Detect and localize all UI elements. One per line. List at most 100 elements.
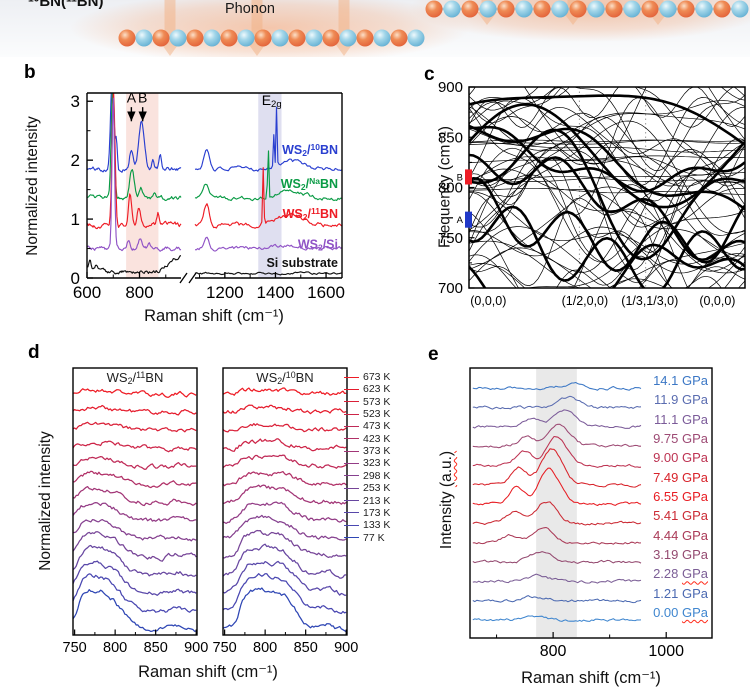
pressure-spectrum-curve: [472, 595, 642, 604]
x-tick-label: 850: [144, 640, 168, 656]
phonon-bands-group: [469, 87, 745, 288]
spectrum-legend-label: WS2/Si: [298, 237, 338, 252]
pressure-value: 9.00: [653, 450, 682, 466]
temperature-spectrum-curve: [73, 573, 197, 613]
temperature-spectrum-curve: [73, 589, 197, 633]
temperature-spectrum-curve: [223, 404, 347, 415]
spectrum-legend-label: WS2/10BN: [282, 142, 338, 158]
atom-sphere-orange: [356, 29, 374, 47]
temperature-legend-item: 373 K: [344, 445, 390, 457]
phonon-label: Phonon: [225, 1, 275, 17]
temperature-legend-line: [344, 537, 359, 539]
pressure-value: 5.41: [653, 508, 682, 524]
spectrum-curve: [87, 93, 182, 173]
phonon-band: [469, 112, 745, 147]
phonon-band: [469, 125, 745, 193]
y-tick-label: 1: [71, 210, 80, 229]
pressure-unit: GPa: [681, 546, 708, 562]
kpoint-label: (0,0,0): [470, 294, 506, 308]
label-part: BN: [319, 142, 338, 157]
pressure-value: 0.00: [653, 604, 682, 620]
temperature-legend-line: [344, 500, 359, 501]
temperature-legend-line: [344, 512, 359, 514]
phonon-band: [469, 175, 745, 184]
phonon-band: [469, 139, 745, 145]
atom-sphere-orange: [425, 0, 443, 18]
spectrum-curve: [194, 271, 342, 276]
temperature-legend-label: 133 K: [363, 519, 391, 532]
temperature-legend-label: 173 K: [363, 506, 391, 519]
label-part: 2: [127, 376, 133, 387]
temperature-legend-line: [344, 425, 359, 427]
temperature-legend-label: 213 K: [363, 494, 391, 507]
label-part: Na: [309, 175, 320, 186]
x-tick-label: 900: [334, 640, 358, 656]
atom-sphere-orange: [322, 29, 340, 47]
label-part: 10: [28, 0, 39, 4]
temperature-legend-item: 77 K: [344, 532, 385, 544]
kpoint-label: (1/3,1/3,0): [621, 294, 678, 308]
subpanel-title: WS2/11BN: [107, 370, 164, 386]
phonon-band: [469, 253, 745, 288]
atom-sphere-blue: [373, 29, 391, 47]
pressure-label: 3.19 GPa: [653, 547, 708, 562]
pressure-unit: GPa: [681, 373, 708, 388]
temperature-legend-item: 573 K: [344, 396, 390, 408]
pressure-spectrum-curve: [472, 448, 642, 488]
temperature-legend-label: 573 K: [363, 395, 391, 408]
atom-sphere-blue: [551, 0, 569, 18]
pressure-spectrum-curve: [472, 551, 642, 564]
temperature-legend-label: 523 K: [363, 408, 391, 421]
temperature-legend-label: 77 K: [363, 531, 385, 544]
phonon-band: [469, 254, 745, 288]
phonon-band: [469, 186, 745, 274]
x-tick-label: 750: [213, 640, 237, 656]
label-part: WS: [297, 237, 318, 252]
phonon-arrow-shaft: [338, 0, 350, 42]
temperature-legend-item: 213 K: [344, 495, 390, 507]
x-tick-label: 750: [63, 640, 87, 656]
temperature-legend-line: [344, 475, 359, 477]
temperature-spectrum-curve: [223, 514, 347, 541]
atom-sphere-orange: [220, 29, 238, 47]
temperature-spectrum-curve: [73, 531, 197, 562]
temperature-legend-item: 323 K: [344, 457, 390, 469]
x-tick-label: 600: [73, 283, 101, 302]
plot-border: [469, 367, 713, 639]
temperature-legend-label: 298 K: [363, 469, 391, 482]
temperature-curves-group: [223, 387, 347, 633]
phonon-band: [469, 87, 745, 124]
pressure-spectrum-curve: [472, 381, 642, 391]
x-tick-label: 800: [125, 283, 153, 302]
temperature-legend-label: 373 K: [363, 445, 391, 458]
temperature-legend-item: 673 K: [344, 371, 390, 383]
x-tick-label: 1200: [206, 283, 244, 302]
mode-marker: [465, 211, 472, 228]
atom-sphere-blue: [443, 0, 461, 18]
label-part: 11: [66, 0, 77, 4]
temperature-spectrum-curve: [73, 518, 197, 542]
temperature-legend-item: 623 K: [344, 383, 390, 395]
atom-sphere-orange: [605, 0, 623, 18]
temperature-legend-label: 673 K: [363, 371, 391, 383]
spectrum-curve: [194, 150, 342, 202]
temperature-spectrum-curve: [73, 544, 197, 577]
temperature-spectrum-curve: [73, 455, 197, 470]
temperature-legend-item: 473 K: [344, 420, 390, 432]
pressure-unit: GPa: [681, 450, 708, 466]
atom-sphere-blue: [515, 0, 533, 18]
temperature-legend-label: 473 K: [363, 420, 391, 433]
phonon-band: [469, 106, 745, 187]
pressure-spectrum-curve: [472, 526, 642, 545]
atom-sphere-blue: [695, 0, 713, 18]
temperature-legend-line: [344, 462, 359, 464]
pressure-value: 11.1: [654, 411, 682, 427]
phonon-band: [469, 191, 745, 265]
atom-sphere-orange: [254, 29, 272, 47]
pressure-value: 2.28: [653, 566, 682, 582]
temperature-spectrum-curve: [223, 454, 347, 469]
phonon-band: [525, 210, 745, 288]
